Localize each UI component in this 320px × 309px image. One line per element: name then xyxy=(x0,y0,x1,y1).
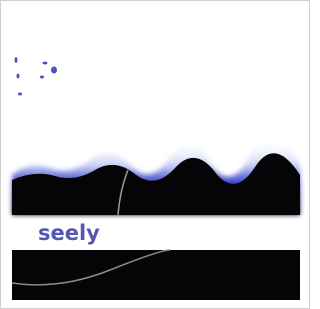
lower-band xyxy=(12,250,300,300)
title: seely xyxy=(38,221,100,245)
page: seely (() => { const data = JSON.parse(d… xyxy=(0,0,310,309)
cover-art: seely xyxy=(0,0,310,309)
